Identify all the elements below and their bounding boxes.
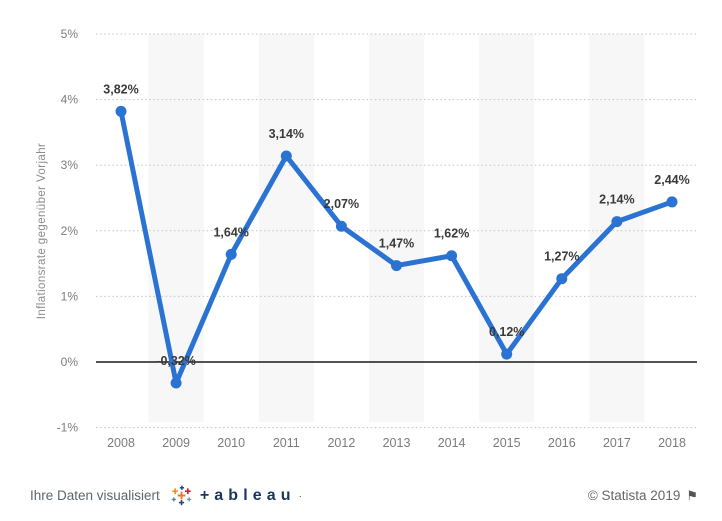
data-point[interactable] xyxy=(225,248,237,260)
y-tick-label: 0% xyxy=(61,355,79,369)
data-point[interactable] xyxy=(170,377,182,389)
data-point-label: 1,62% xyxy=(434,227,469,241)
x-tick-label: 2018 xyxy=(658,436,686,450)
data-point[interactable] xyxy=(391,260,402,272)
y-axis-title: Inflationsrate gegenüber Vorjahr xyxy=(36,143,48,319)
y-tick-label: 4% xyxy=(61,93,79,107)
x-tick-label: 2015 xyxy=(493,436,521,450)
tableau-logo-icon xyxy=(170,484,193,507)
data-point[interactable] xyxy=(666,196,678,208)
x-tick-label: 2009 xyxy=(162,436,190,450)
data-point-label: 2,14% xyxy=(599,193,634,207)
x-tick-label: 2008 xyxy=(107,436,135,450)
data-point-label: 1,27% xyxy=(544,250,579,264)
data-point[interactable] xyxy=(335,220,347,232)
data-point-label: 1,47% xyxy=(379,237,414,251)
column-band xyxy=(369,34,424,422)
data-point[interactable] xyxy=(280,150,292,162)
x-tick-label: 2011 xyxy=(273,436,300,450)
y-tick-label: 3% xyxy=(61,158,79,172)
data-point[interactable] xyxy=(611,216,623,228)
x-tick-label: 2016 xyxy=(548,436,576,450)
x-tick-label: 2017 xyxy=(603,436,631,450)
data-point[interactable] xyxy=(115,105,127,117)
data-point-label: 1,64% xyxy=(213,225,248,239)
data-point-label: 3,14% xyxy=(269,127,304,141)
tableau-wordmark: +ableau xyxy=(199,486,296,504)
x-tick-label: 2010 xyxy=(217,436,245,450)
data-point-label: 2,44% xyxy=(654,173,689,187)
data-point-label: -0,32% xyxy=(156,354,196,368)
column-band xyxy=(258,34,314,422)
inflation-line-chart: -1% 0% 1% 2% 3% 4% 5% 3,82% -0,32% 1,64% 3,14% 2,07… xyxy=(36,27,697,450)
y-tick-label: 5% xyxy=(61,27,79,41)
y-tick-label: 1% xyxy=(61,289,79,303)
x-tick-label: 2013 xyxy=(383,436,411,450)
statista-copyright: © Statista 2019 xyxy=(587,488,681,503)
x-tick-label: 2012 xyxy=(327,436,355,450)
y-tick-label: -1% xyxy=(57,421,79,435)
footer-left: Ihre Daten visualisiert xyxy=(30,484,302,507)
data-point[interactable] xyxy=(446,250,458,262)
data-point-label: 3,82% xyxy=(103,82,138,96)
data-point[interactable] xyxy=(501,348,513,360)
y-tick-label: 2% xyxy=(61,224,79,238)
data-point-label: 0,12% xyxy=(489,325,524,339)
column-band xyxy=(479,34,535,422)
footer-tagline: Ihre Daten visualisiert xyxy=(30,488,160,503)
tableau-logo-link[interactable]: +ableau · xyxy=(170,484,302,507)
flag-icon: ⚑ xyxy=(686,488,698,503)
data-point-label: 2,07% xyxy=(324,197,359,211)
footer-right: © Statista 2019 ⚑ xyxy=(588,488,698,503)
data-point[interactable] xyxy=(556,273,568,285)
chart-area: -1% 0% 1% 2% 3% 4% 5% 3,82% -0,32% 1,64% 3,14% 2,07… xyxy=(36,27,697,450)
x-tick-label: 2014 xyxy=(438,436,466,450)
footer: Ihre Daten visualisiert xyxy=(0,470,722,521)
column-band xyxy=(148,34,204,422)
column-band xyxy=(589,34,645,422)
tableau-trademark-dot: · xyxy=(298,490,302,501)
